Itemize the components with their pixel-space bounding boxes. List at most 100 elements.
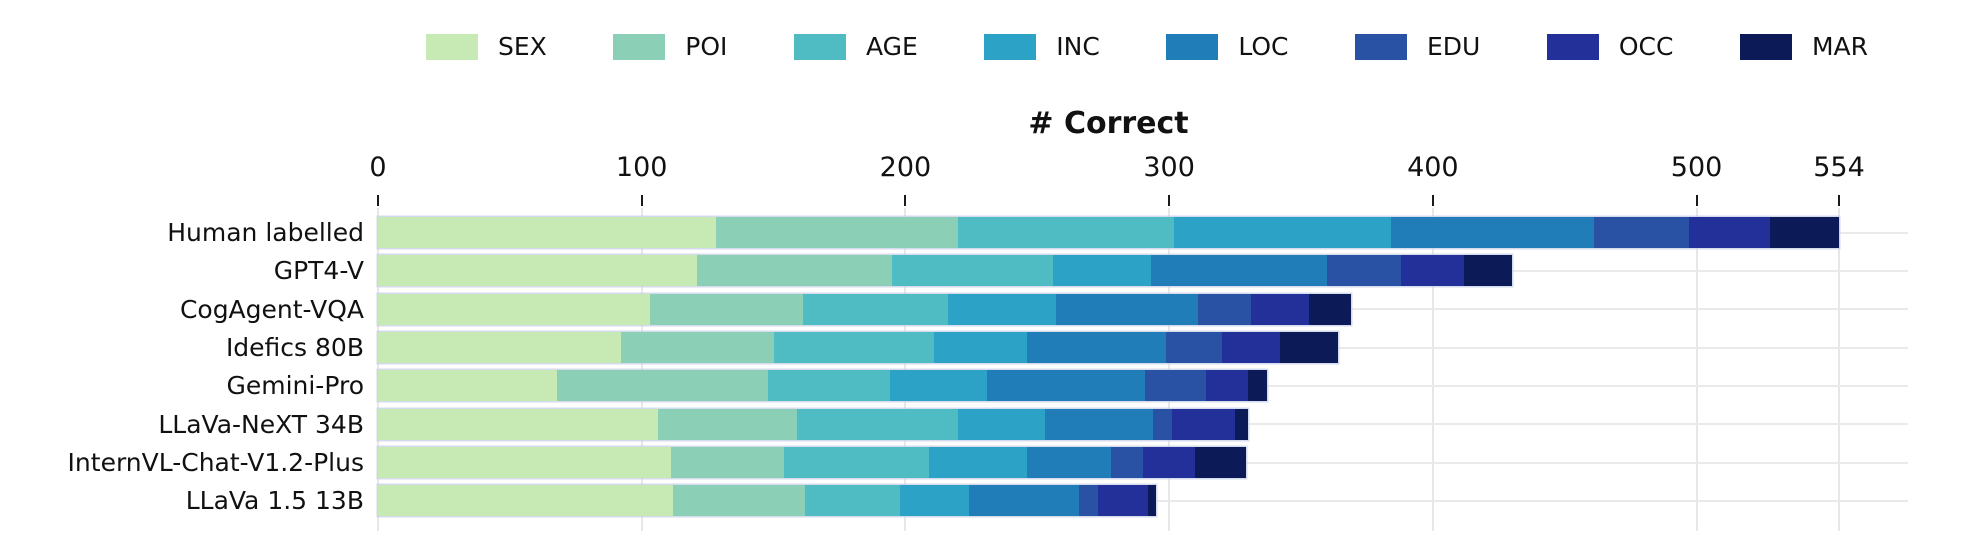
bar-segment-loc	[987, 370, 1146, 402]
bar-gpt4-v	[378, 255, 1512, 287]
bar-segment-edu	[1198, 293, 1251, 325]
bar-segment-poi	[673, 485, 806, 517]
legend-swatch-poi	[613, 34, 666, 60]
bar-segment-occ	[1097, 485, 1148, 517]
x-tick-label-300: 300	[1143, 152, 1195, 183]
bar-segment-age	[773, 332, 935, 364]
bar-segment-occ	[1250, 293, 1309, 325]
legend-swatch-age	[793, 34, 846, 60]
x-tick-label-500: 500	[1670, 152, 1723, 183]
bar-segment-mar	[1235, 408, 1249, 440]
x-tick-mark-400	[1431, 195, 1434, 206]
legend-item-poi: POI	[613, 34, 727, 60]
legend-label-edu: EDU	[1426, 32, 1481, 61]
bar-cogagent-vqa	[378, 293, 1352, 325]
row-label-internvl-chat-v1-2-plus: InternVL-Chat-V1.2-Plus	[67, 448, 364, 478]
gridline-v-400	[1431, 208, 1434, 531]
bar-segment-inc	[889, 370, 988, 402]
bar-segment-inc	[1053, 255, 1151, 287]
row-label-llava-next-34b: LLaVa-NeXT 34B	[158, 409, 364, 439]
row-label-llava-1-5-13b: LLaVa 1.5 13B	[185, 486, 364, 516]
legend-label-mar: MAR	[1811, 32, 1868, 61]
bar-segment-inc	[947, 293, 1056, 325]
bar-segment-edu	[1111, 447, 1143, 479]
legend-item-sex: SEX	[426, 34, 547, 60]
x-tick-label-0: 0	[369, 152, 387, 183]
bar-segment-loc	[1390, 217, 1594, 248]
x-tick-label-400: 400	[1407, 152, 1459, 183]
x-tick-mark-0	[377, 195, 379, 206]
row-label-human-labelled: Human labelled	[167, 218, 364, 247]
legend-item-inc: INC	[984, 34, 1100, 60]
legend-swatch-mar	[1739, 34, 1792, 60]
bar-segment-poi	[657, 408, 798, 440]
bar-human-labelled	[378, 217, 1839, 248]
legend-label-poi: POI	[685, 32, 728, 61]
bar-segment-edu	[1593, 217, 1689, 248]
legend-item-mar: MAR	[1739, 32, 1868, 61]
bar-segment-loc	[968, 485, 1080, 517]
legend-item-loc: LOC	[1166, 34, 1288, 60]
bar-segment-sex	[378, 293, 650, 325]
row-label-gemini-pro: Gemini-Pro	[226, 371, 364, 401]
bar-segment-edu	[1166, 332, 1222, 364]
bar-segment-poi	[557, 370, 769, 402]
bar-segment-edu	[1327, 255, 1402, 287]
bar-segment-loc	[1150, 255, 1328, 287]
bar-segment-mar	[1279, 332, 1338, 364]
bar-segment-age	[958, 217, 1175, 248]
x-tick-mark-500	[1695, 195, 1698, 206]
x-tick-mark-300	[1168, 195, 1171, 206]
bar-segment-mar	[1248, 370, 1267, 402]
bar-segment-occ	[1171, 408, 1236, 440]
gridline-v-0	[377, 208, 379, 531]
x-tick-mark-200	[904, 195, 907, 206]
bar-segment-edu	[1153, 408, 1172, 440]
bar-segment-edu	[1145, 370, 1207, 402]
gridline-v-300	[1168, 208, 1171, 531]
bar-segment-mar	[1770, 217, 1839, 248]
bar-segment-inc	[900, 485, 969, 517]
bar-idefics-80b	[378, 332, 1338, 364]
legend-swatch-sex	[426, 34, 478, 60]
bar-segment-mar	[1464, 255, 1512, 287]
x-tick-label-100: 100	[615, 152, 668, 183]
x-axis-title: # Correct	[1028, 106, 1189, 141]
bar-segment-sex	[378, 447, 671, 479]
legend-label-inc: INC	[1056, 32, 1100, 61]
bar-segment-loc	[1055, 293, 1199, 325]
bar-llava-next-34b	[378, 408, 1249, 440]
row-label-cogagent-vqa: CogAgent-VQA	[179, 294, 364, 324]
bar-segment-age	[768, 370, 890, 402]
bar-segment-occ	[1142, 447, 1196, 479]
bar-segment-inc	[958, 408, 1046, 440]
gridline-v-554	[1838, 208, 1840, 531]
bar-segment-loc	[1026, 332, 1167, 364]
bar-segment-poi	[697, 255, 893, 287]
legend-label-sex: SEX	[498, 32, 547, 61]
bar-segment-poi	[649, 293, 803, 325]
bar-segment-poi	[620, 332, 774, 364]
legend-label-age: AGE	[865, 32, 918, 61]
bar-segment-age	[797, 408, 959, 440]
bar-gemini-pro	[378, 370, 1267, 402]
legend: SEX POI AGE INC LOC EDU OCC MAR	[426, 32, 1868, 62]
x-tick-label-200: 200	[879, 152, 932, 183]
gridline-v-200	[904, 208, 907, 531]
bar-segment-sex	[378, 217, 716, 248]
bar-segment-inc	[929, 447, 1027, 479]
gridline-v-500	[1695, 208, 1698, 531]
gridline-v-100	[640, 208, 643, 531]
legend-item-occ: OCC	[1546, 34, 1673, 60]
bar-segment-mar	[1148, 485, 1156, 517]
bar-segment-age	[805, 485, 901, 517]
x-tick-mark-100	[640, 195, 643, 206]
legend-swatch-edu	[1354, 34, 1407, 60]
bar-segment-inc	[934, 332, 1027, 364]
legend-item-edu: EDU	[1354, 32, 1481, 61]
bar-segment-mar	[1195, 447, 1246, 479]
bar-segment-edu	[1079, 485, 1098, 517]
legend-swatch-inc	[984, 34, 1037, 60]
bar-segment-sex	[378, 332, 621, 364]
